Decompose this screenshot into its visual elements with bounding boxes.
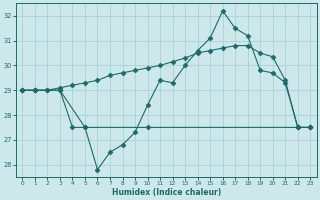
X-axis label: Humidex (Indice chaleur): Humidex (Indice chaleur) — [112, 188, 221, 197]
